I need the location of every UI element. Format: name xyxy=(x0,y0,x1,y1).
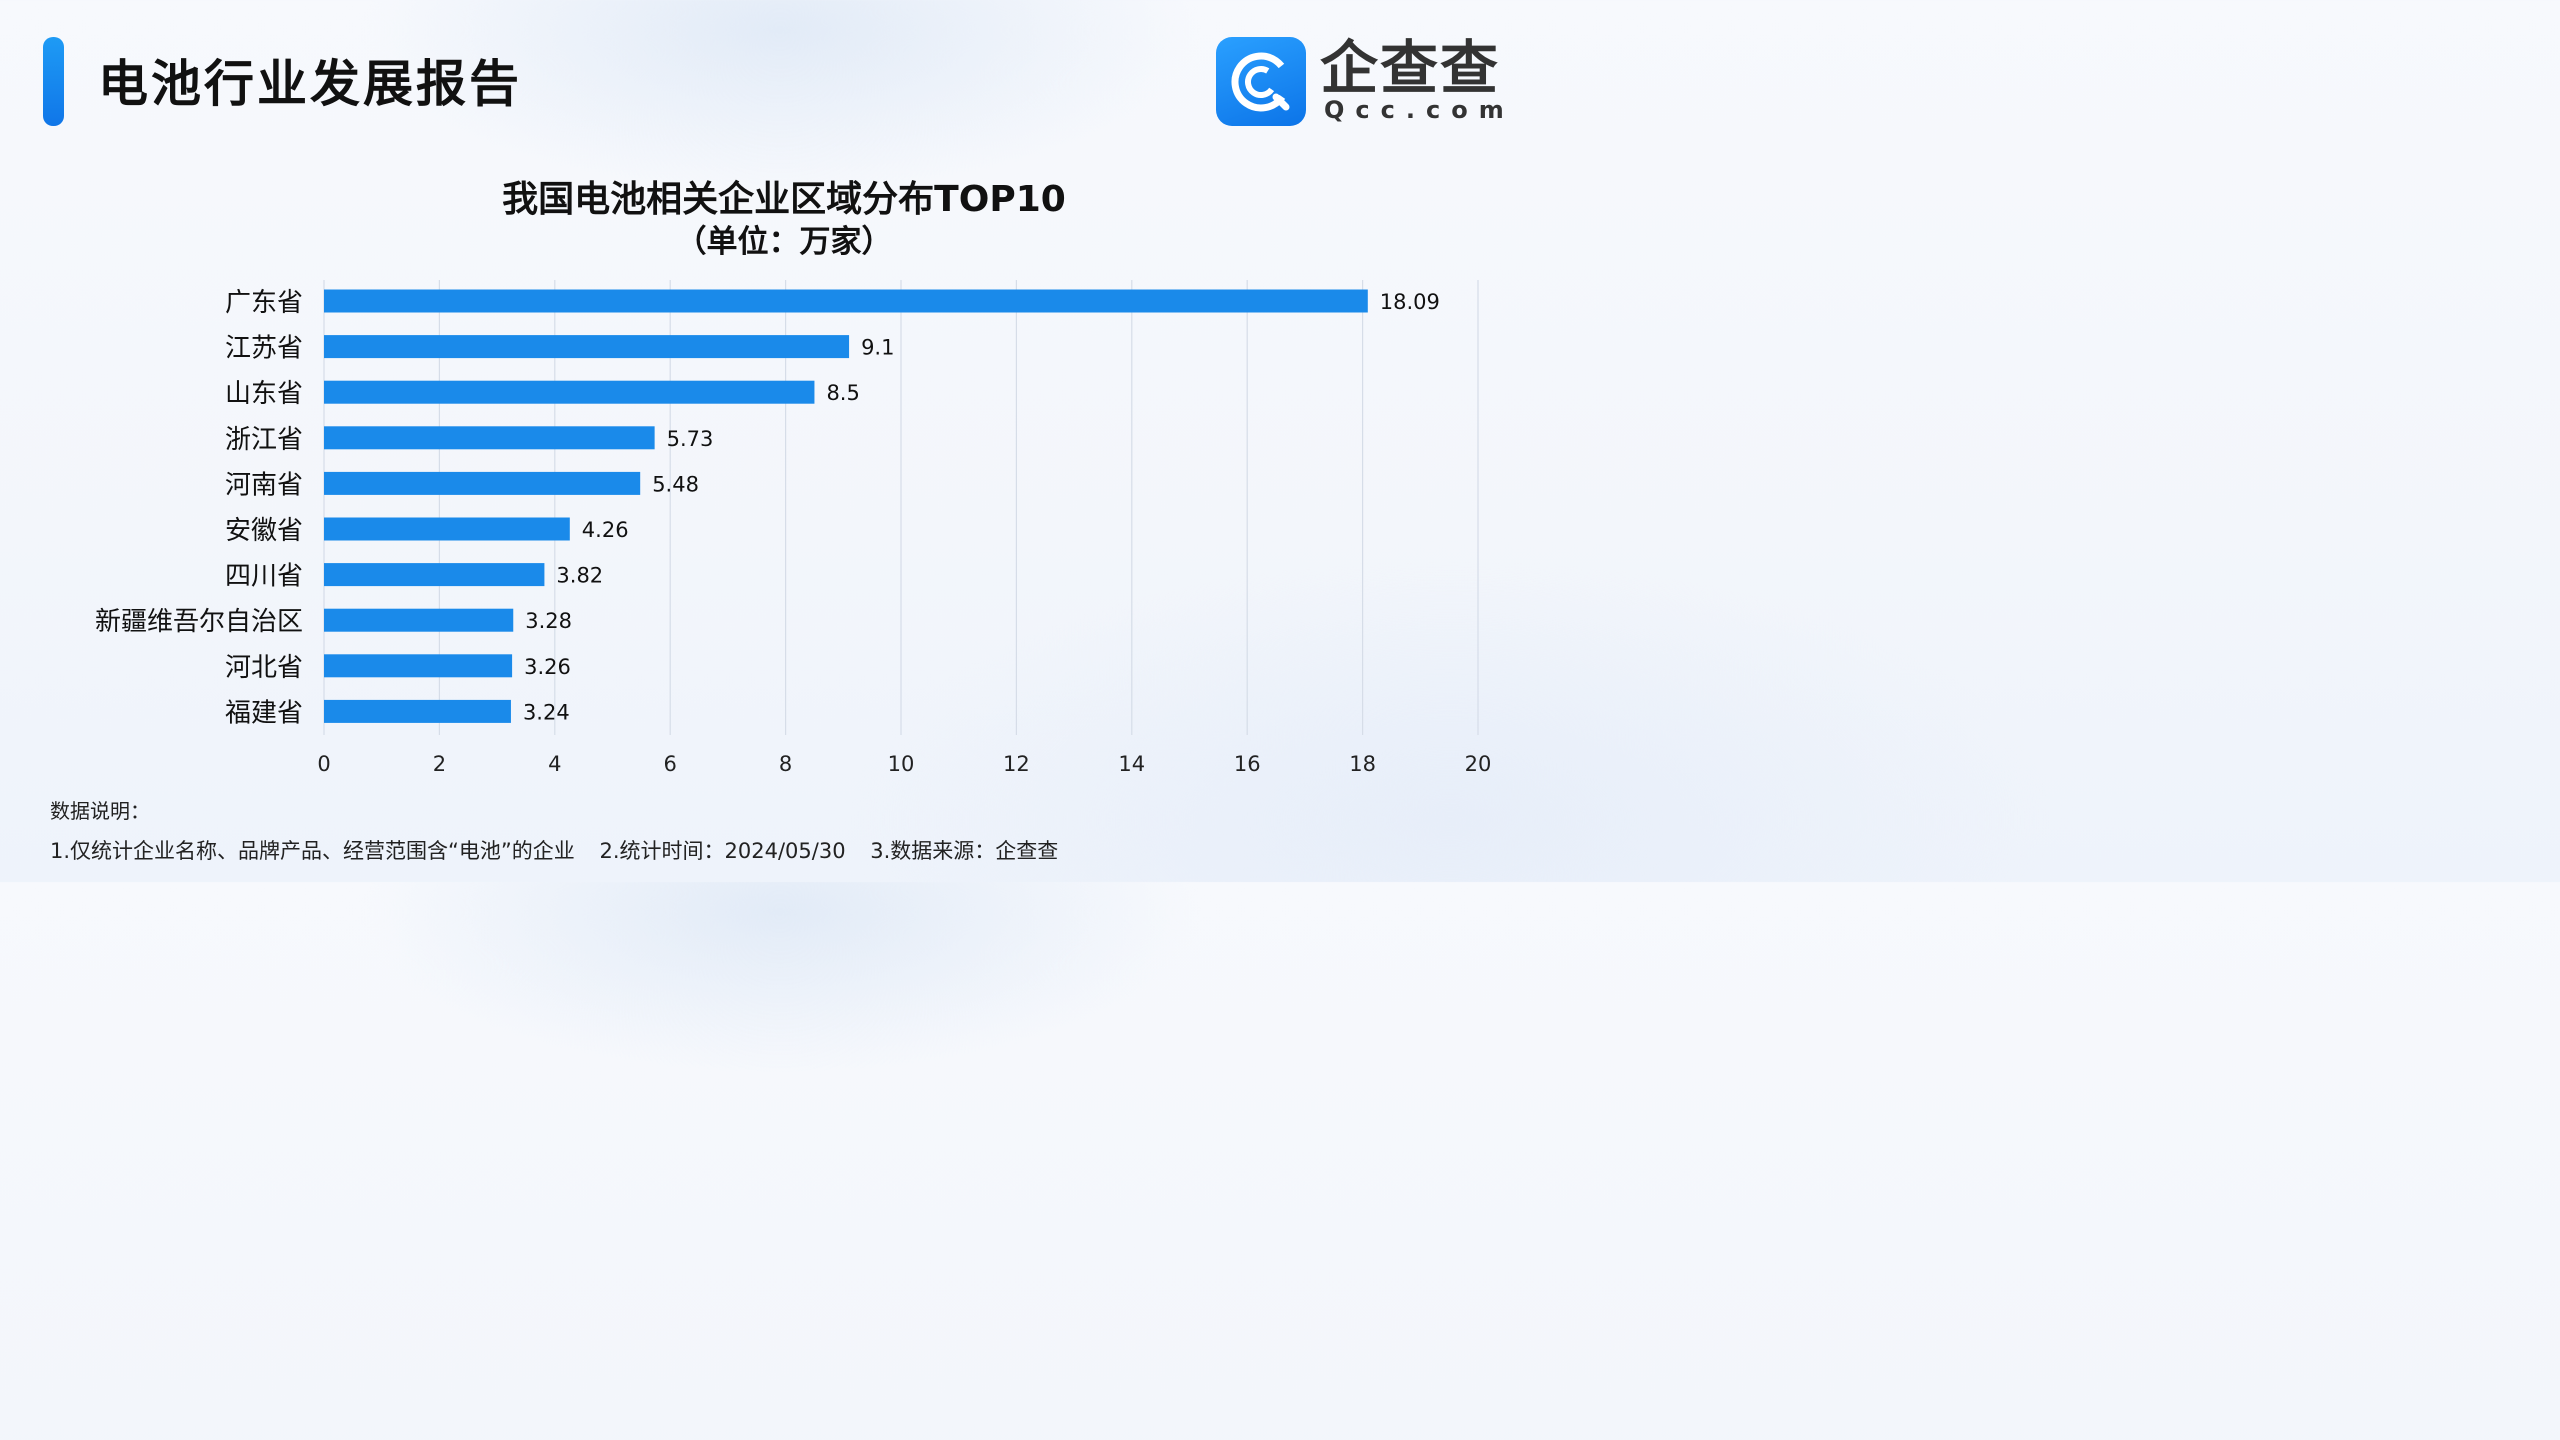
note-item-2: 2.统计时间：2024/05/30 xyxy=(599,839,846,863)
x-tick-label: 14 xyxy=(1118,752,1145,776)
x-tick-label: 6 xyxy=(664,752,677,776)
x-tick-label: 18 xyxy=(1349,752,1376,776)
value-label: 5.48 xyxy=(652,472,699,496)
note-item-1: 1.仅统计企业名称、品牌产品、经营范围含“电池”的企业 xyxy=(50,839,575,863)
x-tick-label: 10 xyxy=(888,752,915,776)
value-label: 3.82 xyxy=(556,564,603,588)
category-label: 山东省 xyxy=(225,379,303,409)
x-tick-label: 4 xyxy=(548,752,561,776)
brand-domain: Qcc.com xyxy=(1324,96,1515,124)
x-tick-label: 12 xyxy=(1003,752,1030,776)
bar xyxy=(324,608,514,632)
bar xyxy=(324,289,1368,313)
value-label: 5.73 xyxy=(667,427,714,451)
value-label: 4.26 xyxy=(582,518,629,542)
value-label: 3.24 xyxy=(523,700,570,724)
title-accent-bar xyxy=(43,37,64,126)
chart-subtitle: （单位：万家） xyxy=(675,224,893,260)
brand-name: 企查查 xyxy=(1320,34,1501,102)
category-label: 浙江省 xyxy=(225,425,303,455)
value-label: 3.28 xyxy=(525,609,572,633)
bar xyxy=(324,335,850,359)
qcc-logo-icon xyxy=(1216,37,1306,126)
x-tick-label: 20 xyxy=(1465,752,1492,776)
category-label: 江苏省 xyxy=(225,334,303,364)
bar xyxy=(324,471,641,495)
x-tick-label: 2 xyxy=(433,752,446,776)
category-label: 新疆维吾尔自治区 xyxy=(95,607,303,637)
value-label: 18.09 xyxy=(1380,290,1440,314)
notes-line: 1.仅统计企业名称、品牌产品、经营范围含“电池”的企业 2.统计时间：2024/… xyxy=(50,835,1076,865)
bar xyxy=(324,699,511,723)
notes-label: 数据说明： xyxy=(50,799,150,823)
category-label: 河南省 xyxy=(225,470,303,500)
category-label: 河北省 xyxy=(225,653,303,683)
x-tick-label: 0 xyxy=(317,752,330,776)
chart-title: 我国电池相关企业区域分布TOP10 xyxy=(502,179,1066,220)
bar xyxy=(324,563,545,587)
value-label: 8.5 xyxy=(826,381,859,405)
category-label: 安徽省 xyxy=(225,516,303,546)
x-tick-label: 16 xyxy=(1234,752,1261,776)
bar xyxy=(324,380,815,404)
value-label: 3.26 xyxy=(524,655,571,679)
category-label: 福建省 xyxy=(225,698,303,728)
category-label: 广东省 xyxy=(225,288,303,318)
page-title: 电池行业发展报告 xyxy=(98,55,522,113)
category-label: 四川省 xyxy=(225,562,303,592)
value-label: 9.1 xyxy=(861,336,894,360)
x-tick-label: 8 xyxy=(779,752,792,776)
bar xyxy=(324,426,655,450)
bar xyxy=(324,517,570,541)
note-item-3: 3.数据来源：企查查 xyxy=(870,839,1059,863)
bar xyxy=(324,654,513,678)
bar-chart: 0 2 4 6 8 10 12 14 16 18 20 广东省 18.09 江苏省 9.1 山东省 8.5 浙江省… xyxy=(95,280,1492,776)
